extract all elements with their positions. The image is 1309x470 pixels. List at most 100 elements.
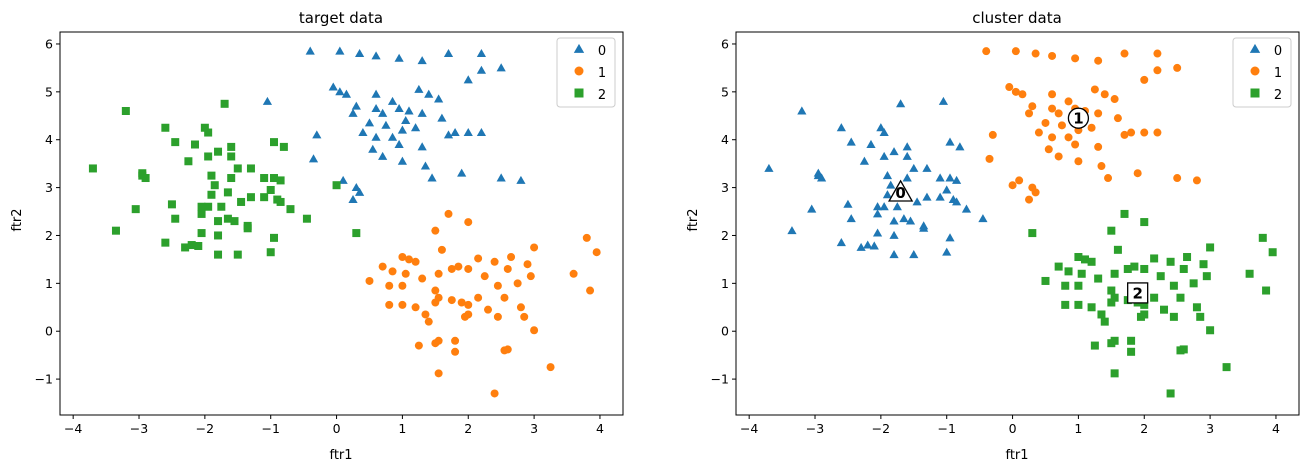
x-tick-label: 1 xyxy=(398,421,406,436)
point-series-1 xyxy=(424,317,433,326)
point-series-0 xyxy=(371,89,381,98)
point-series-1 xyxy=(1140,75,1149,84)
point-series-0 xyxy=(410,123,421,132)
x-axis-label: ftr1 xyxy=(1005,448,1028,463)
point-series-2 xyxy=(1262,286,1271,295)
point-series-1 xyxy=(388,267,397,276)
point-series-2 xyxy=(88,164,97,173)
point-series-0 xyxy=(892,202,902,211)
axis-ticks: −4 −3 −2 −1 0 1 2 3 4 −1 0 1 2 3 4 5 6 xyxy=(35,36,604,436)
y-tick-label: 3 xyxy=(45,180,53,195)
point-series-0 xyxy=(879,127,889,136)
point-series-0 xyxy=(394,139,404,148)
point-series-1 xyxy=(530,326,539,335)
point-series-2 xyxy=(1130,262,1139,271)
x-tick-label: −3 xyxy=(806,421,824,436)
point-series-0 xyxy=(876,123,886,132)
point-series-0 xyxy=(879,202,889,211)
point-series-1 xyxy=(1173,63,1182,72)
point-series-0 xyxy=(951,197,962,206)
legend: 0 1 2 xyxy=(1232,37,1292,108)
point-series-0 xyxy=(427,173,437,182)
point-series-0 xyxy=(905,216,916,225)
point-series-2 xyxy=(266,248,275,257)
point-series-1 xyxy=(398,300,407,309)
point-series-1 xyxy=(480,272,489,281)
point-series-0 xyxy=(371,132,381,141)
chart-panel-cluster-data: cluster data ftr1 ftr2 −4 −3 −2 −1 0 1 2 3 4 −1 0 1… xyxy=(686,9,1300,463)
point-series-0 xyxy=(945,137,955,146)
legend-label-2: 2 xyxy=(598,88,606,103)
x-tick-label: −2 xyxy=(196,421,214,436)
point-series-2 xyxy=(1054,262,1063,271)
legend-marker-1 xyxy=(1250,66,1260,76)
x-tick-label: −4 xyxy=(64,421,82,436)
point-series-2 xyxy=(1166,389,1175,398)
point-series-2 xyxy=(1150,293,1159,302)
y-tick-label: 5 xyxy=(45,84,53,99)
point-series-2 xyxy=(200,123,209,132)
point-series-0 xyxy=(942,247,952,256)
point-series-2 xyxy=(266,185,275,194)
point-series-1 xyxy=(431,298,440,307)
point-series-2 xyxy=(1169,281,1178,290)
x-tick-label: 2 xyxy=(1140,421,1148,436)
point-series-0 xyxy=(457,168,467,177)
point-series-2 xyxy=(1123,264,1132,273)
legend-marker-2 xyxy=(1250,88,1260,98)
point-series-2 xyxy=(1090,341,1099,350)
point-series-1 xyxy=(1031,49,1040,58)
point-series-2 xyxy=(1268,248,1277,257)
cluster-center-1 xyxy=(1067,107,1090,129)
point-series-1 xyxy=(507,253,516,262)
point-series-0 xyxy=(496,173,506,182)
point-series-0 xyxy=(328,82,338,91)
point-series-2 xyxy=(1202,272,1211,281)
x-tick-label: −4 xyxy=(740,421,758,436)
point-series-1 xyxy=(474,293,483,302)
point-series-0 xyxy=(764,163,774,172)
point-series-2 xyxy=(207,171,216,180)
point-series-2 xyxy=(243,224,252,233)
point-series-1 xyxy=(464,264,473,273)
point-series-0 xyxy=(404,106,414,115)
point-series-2 xyxy=(1127,347,1136,356)
point-series-0 xyxy=(341,89,352,98)
point-series-1 xyxy=(398,253,407,262)
point-series-2 xyxy=(279,142,288,151)
point-series-1 xyxy=(1015,176,1024,185)
point-series-1 xyxy=(1041,118,1050,127)
point-series-1 xyxy=(414,341,423,350)
point-series-1 xyxy=(1025,109,1034,118)
point-series-1 xyxy=(1054,109,1063,118)
point-series-2 xyxy=(190,140,199,149)
point-series-0 xyxy=(443,48,454,57)
point-series-2 xyxy=(1160,305,1169,314)
point-series-1 xyxy=(1120,49,1129,58)
point-series-2 xyxy=(1110,269,1119,278)
point-series-1 xyxy=(1071,140,1080,149)
point-series-0 xyxy=(394,53,404,62)
point-series-2 xyxy=(1107,286,1116,295)
point-series-1 xyxy=(444,209,453,218)
y-tick-label: 5 xyxy=(721,84,729,99)
axis-ticks: −4 −3 −2 −1 0 1 2 3 4 −1 0 1 2 3 4 5 6 xyxy=(711,36,1280,436)
point-series-0 xyxy=(476,65,487,74)
point-series-0 xyxy=(902,142,912,151)
point-series-0 xyxy=(843,199,853,208)
point-series-0 xyxy=(417,56,427,65)
point-series-1 xyxy=(418,274,427,283)
point-series-0 xyxy=(912,197,922,206)
point-series-2 xyxy=(1110,369,1119,378)
point-series-0 xyxy=(420,161,431,170)
legend-label-1: 1 xyxy=(598,66,606,81)
point-series-2 xyxy=(1183,253,1192,262)
point-series-1 xyxy=(490,257,499,266)
point-series-1 xyxy=(1120,130,1129,139)
point-series-2 xyxy=(227,152,236,161)
point-series-0 xyxy=(856,242,866,251)
point-series-1 xyxy=(434,369,443,378)
point-series-0 xyxy=(516,175,526,184)
point-series-1 xyxy=(464,218,473,227)
point-series-0 xyxy=(262,96,273,105)
